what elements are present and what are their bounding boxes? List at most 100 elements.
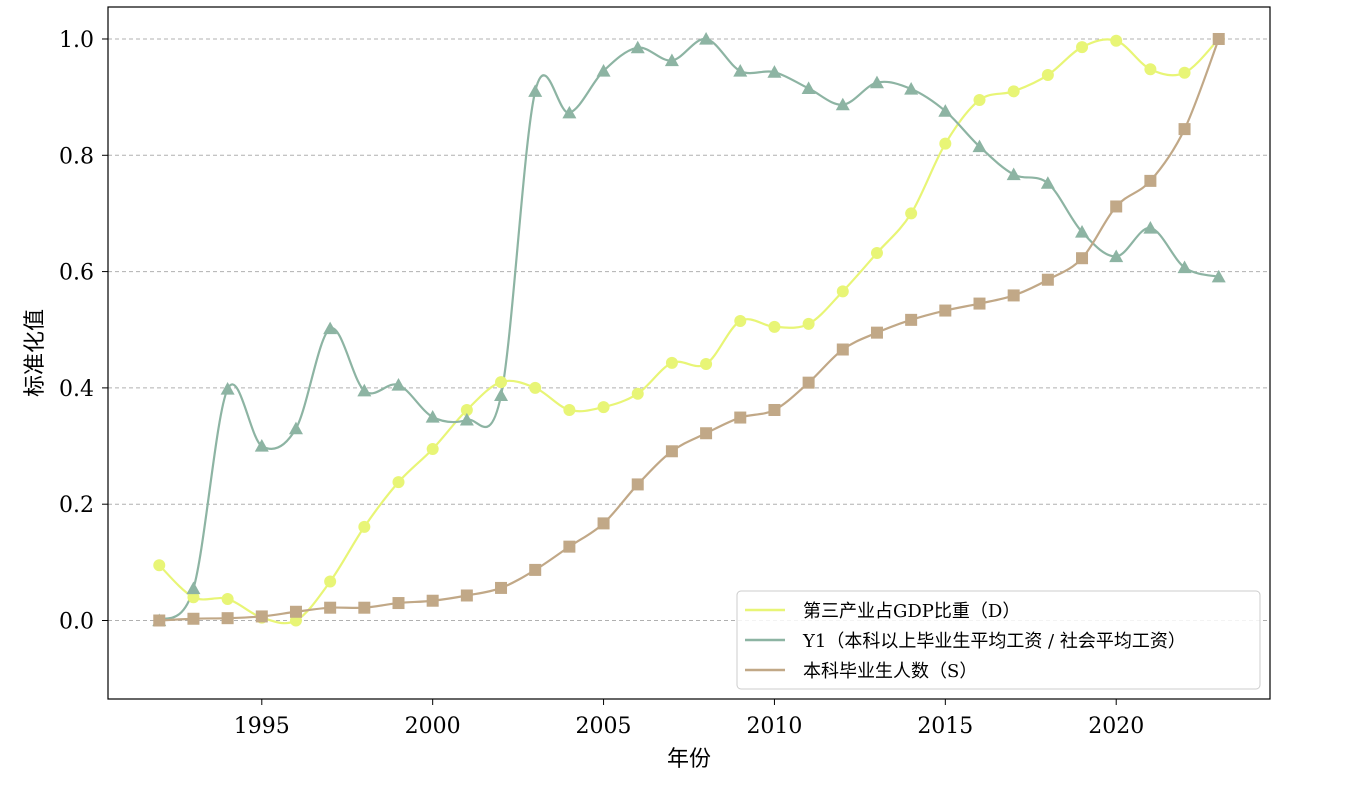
series-tertiary-gdp-share-point bbox=[734, 315, 747, 328]
series-graduates-point bbox=[1041, 273, 1054, 286]
series-graduates-point bbox=[1178, 123, 1191, 136]
series-y1-wage-ratio-point bbox=[323, 321, 338, 335]
series-tertiary-gdp-share-point bbox=[563, 403, 576, 416]
series-graduates-point bbox=[665, 445, 678, 458]
series-y1-wage-ratio-point bbox=[938, 104, 953, 117]
series-tertiary-gdp-share-point bbox=[665, 356, 678, 369]
plot-frame bbox=[107, 6, 1271, 700]
series-tertiary-gdp-share-point bbox=[221, 592, 234, 605]
series-graduates-point bbox=[495, 581, 508, 594]
series-graduates-point bbox=[187, 612, 200, 625]
x-tick-label: 1995 bbox=[234, 714, 290, 739]
series-tertiary-gdp-share-point bbox=[597, 401, 610, 414]
series-y1-wage-ratio-point bbox=[528, 84, 543, 97]
series-y1-wage-ratio-point bbox=[186, 581, 201, 595]
series-graduates-point bbox=[358, 601, 371, 614]
series-tertiary-gdp-share-point bbox=[700, 358, 713, 371]
series-tertiary-gdp-share-point bbox=[939, 137, 952, 150]
y-axis-label: 标准化值 bbox=[23, 309, 48, 397]
series-graduates-point bbox=[324, 601, 337, 614]
x-axis-label: 年份 bbox=[667, 747, 711, 772]
series-tertiary-gdp-share-point bbox=[1110, 34, 1123, 47]
series-graduates-point bbox=[221, 612, 234, 625]
series-graduates-point bbox=[939, 304, 952, 317]
series-graduates-point bbox=[289, 605, 302, 618]
series-y1-wage-ratio-point bbox=[1006, 167, 1021, 181]
x-tick-label: 2010 bbox=[746, 714, 802, 739]
grid-lines bbox=[108, 38, 1270, 621]
series-y1-wage-ratio-point bbox=[1211, 269, 1226, 283]
series-y1-wage-ratio-point bbox=[972, 139, 987, 153]
series-tertiary-gdp-share-point bbox=[1178, 66, 1191, 79]
series-tertiary-gdp-share-point bbox=[392, 476, 405, 489]
series-y1-wage-ratio-point bbox=[1075, 225, 1090, 238]
series-graduates-point bbox=[700, 427, 713, 440]
series-y1-wage-ratio-point bbox=[630, 40, 645, 54]
series-graduates-point bbox=[836, 343, 849, 356]
series-graduates-point bbox=[768, 403, 781, 416]
series-graduates-point bbox=[563, 540, 576, 553]
x-tick-label: 2015 bbox=[917, 714, 973, 739]
series-graduates-point bbox=[460, 589, 473, 602]
x-tick-label: 2000 bbox=[405, 714, 461, 739]
x-tick-label: 2020 bbox=[1088, 714, 1144, 739]
series-graduates-point bbox=[1076, 252, 1089, 265]
series-y1-wage-ratio-point bbox=[425, 409, 440, 423]
series-y1-wage-ratio-point bbox=[733, 63, 748, 77]
series-y1-wage-ratio-line bbox=[158, 37, 1220, 622]
series-tertiary-gdp-share-point bbox=[631, 387, 644, 400]
y-tick-label: 0.2 bbox=[59, 493, 94, 518]
y-tick-label: 1.0 bbox=[59, 28, 94, 53]
series-graduates-line bbox=[159, 38, 1220, 622]
series-tertiary-gdp-share-point bbox=[153, 559, 166, 572]
series-graduates-point bbox=[153, 614, 166, 627]
series-y1-wage-ratio-point bbox=[220, 382, 235, 395]
series-graduates-point bbox=[1212, 32, 1225, 45]
series-tertiary-gdp-share-point bbox=[870, 246, 883, 259]
series-graduates-point bbox=[1110, 200, 1123, 213]
series-graduates-point bbox=[631, 478, 644, 491]
series-tertiary-gdp-share-point bbox=[358, 520, 371, 533]
series-y1-wage-ratio-point bbox=[699, 31, 714, 45]
series-y1-wage-ratio-point bbox=[1177, 260, 1192, 274]
series-tertiary-gdp-share-point bbox=[460, 403, 473, 416]
series-tertiary-gdp-share-point bbox=[529, 381, 542, 394]
series-y1-wage-ratio-point bbox=[767, 65, 782, 78]
y-tick-label: 0.0 bbox=[59, 609, 94, 634]
series-tertiary-gdp-share-point bbox=[1144, 63, 1157, 76]
series-y1-wage-ratio-point bbox=[357, 383, 372, 397]
series-tertiary-gdp-share-point bbox=[973, 94, 986, 107]
series-tertiary-gdp-share-point bbox=[426, 442, 439, 455]
legend: 第三产业占GDP比重（D） Y1（本科以上毕业生平均工资 / 社会平均工资） 本科毕… bbox=[736, 590, 1261, 690]
series-graduates-point bbox=[1144, 174, 1157, 187]
y-tick-label: 0.8 bbox=[59, 144, 94, 169]
series-y1-wage-ratio-point bbox=[869, 75, 884, 89]
series-y1-wage-ratio-point bbox=[835, 97, 850, 111]
series-lines bbox=[158, 37, 1220, 625]
series-y1-wage-ratio-point bbox=[596, 63, 611, 77]
series-graduates-point bbox=[802, 376, 815, 389]
series-y1-wage-ratio-point bbox=[494, 388, 509, 402]
legend-box bbox=[736, 590, 1261, 690]
series-y1-wage-ratio-point bbox=[1040, 176, 1055, 189]
series-y1-wage-ratio-point bbox=[664, 53, 679, 67]
series-y1-wage-ratio-point bbox=[391, 377, 406, 391]
series-graduates-point bbox=[905, 313, 918, 326]
legend-label: 本科毕业生人数（S） bbox=[803, 661, 977, 682]
legend-label: 第三产业占GDP比重（D） bbox=[803, 601, 1020, 622]
legend-label: Y1（本科以上毕业生平均工资 / 社会平均工资） bbox=[802, 631, 1186, 652]
series-tertiary-gdp-share-point bbox=[768, 320, 781, 333]
series-y1-wage-ratio-point bbox=[288, 421, 303, 435]
series-graduates-point bbox=[734, 411, 747, 424]
x-tick-label: 2005 bbox=[576, 714, 632, 739]
series-tertiary-gdp-share-line bbox=[158, 38, 1220, 625]
series-y1-wage-ratio-point bbox=[904, 81, 919, 95]
series-tertiary-gdp-share-point bbox=[1076, 41, 1089, 54]
series-tertiary-gdp-share-point bbox=[1007, 85, 1020, 98]
series-tertiary-gdp-share-point bbox=[836, 285, 849, 298]
series-tertiary-gdp-share-point bbox=[1041, 69, 1054, 82]
series-tertiary-gdp-share-point bbox=[324, 575, 337, 588]
series-graduates-point bbox=[426, 594, 439, 607]
series-graduates-point bbox=[1007, 289, 1020, 302]
